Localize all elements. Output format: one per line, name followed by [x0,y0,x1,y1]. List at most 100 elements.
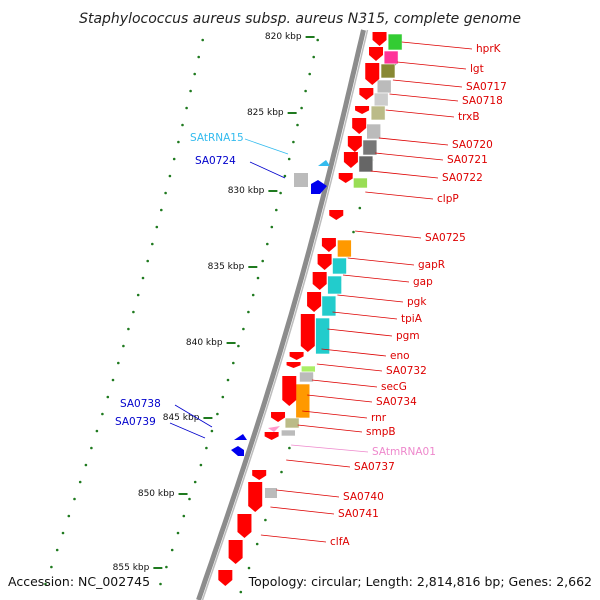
label-leader-line [260,534,327,543]
cog-bar [280,429,296,437]
gene-label-left: SA0738 [120,398,161,410]
guide-dot-outer [164,191,167,195]
guide-dot-outer [101,412,104,416]
cog-bar [337,239,352,258]
guide-dot-inner [205,446,208,450]
gene-arrow-forward [286,362,301,368]
gene-label-right: SA0721 [447,154,488,166]
label-leader-line [337,294,404,303]
guide-dot-outer [177,140,180,144]
guide-dot-inner [176,531,180,535]
gene-label-right: pgk [407,296,427,308]
label-leader-line [347,257,415,266]
gene-arrow-forward [252,470,267,480]
cog-bar [380,63,396,79]
label-leader-line [174,404,213,428]
guide-dot-outer [185,106,188,110]
guide-dot-inner [275,208,278,212]
guide-dot-inner [270,225,274,229]
guide-dot-outer [136,293,140,297]
gene-label-right: secG [381,381,407,393]
guide-dot-inner [188,497,191,501]
kbp-tick-label: 835 kbp [208,262,245,272]
guide-dot-outer [151,242,154,246]
kbp-tick-label: 845 kbp [163,413,200,423]
grey-gene-block [265,488,277,498]
guide-dot-inner [287,157,291,161]
gene-arrow-forward [289,352,304,360]
guide-dot-inner [165,565,168,569]
guide-dot-outer [160,208,163,212]
kbp-tick-label: 825 kbp [247,108,284,118]
gene-arrow-forward [228,540,243,564]
label-leader-line [270,506,335,515]
guide-dot-inner [247,310,250,314]
label-leader-line [321,348,387,357]
kbp-tick-label: 820 kbp [265,32,302,42]
guide-dot-outer [193,72,196,76]
guide-dot-right [264,518,267,522]
accession-text: Accession: NC_002745 [8,574,150,589]
guide-dot-outer [189,89,192,93]
cog-bar [387,33,403,51]
gene-arrow-forward [369,47,384,61]
kbp-tick-label: 850 kbp [138,489,175,499]
guide-dot-inner [216,412,219,416]
label-leader-line [291,444,369,453]
guide-dot-outer [50,565,53,569]
gene-label-right: SA0725 [425,232,466,244]
gene-arrow-reverse [311,180,327,194]
guide-dot-inner [316,38,320,42]
label-leader-line [342,274,410,283]
gene-label-right: rnr [371,412,387,424]
guide-dot-outer [117,361,120,365]
guide-dot-inner [226,378,230,382]
gene-label-right: SA0722 [442,172,483,184]
gene-label-right: SA0717 [466,81,507,93]
gene-label-right: SA0718 [462,95,503,107]
guide-dot-inner [292,140,295,144]
gene-label-right: SA0737 [354,461,395,473]
guide-dot-outer [67,514,71,518]
gene-arrows [218,32,387,586]
label-leader-line [370,170,439,179]
label-leader-line [401,41,473,50]
guide-dot-inner [261,259,265,263]
cog-category-bars [280,33,403,437]
guide-dot-right [352,230,355,234]
gene-arrow-forward [317,254,332,270]
guide-dot-outer [122,344,125,348]
cog-bar [383,50,399,65]
gene-arrow-forward [312,272,327,290]
guide-dot-outer [172,157,176,161]
cog-bar [332,257,347,275]
cog-bar [366,123,382,140]
gene-arrow-forward [218,570,233,586]
label-leader-line [307,394,373,403]
guide-dot-inner [232,361,235,365]
guide-dot-right [288,446,291,450]
guide-dot-inner [193,480,197,484]
guide-dot-inner [237,344,240,348]
gene-arrow-forward [300,314,315,352]
guide-dot-inner [266,242,269,246]
cog-bar [376,79,392,94]
guide-dot-inner [312,55,316,59]
label-leader-line [286,459,351,468]
trna-feature [318,160,330,166]
guide-dot-inner [159,582,162,586]
gene-arrow-forward [271,412,286,422]
gene-label-right: SA0741 [338,508,379,520]
gene-arrow-forward [237,514,252,538]
guide-dot-inner [300,106,303,110]
guide-dot-inner [256,276,260,280]
gene-arrow-forward [359,88,374,100]
tmrna-feature [268,426,280,432]
label-leader-line [169,422,206,439]
gene-label-right: gap [413,276,433,288]
gene-label-right: clpP [437,193,459,205]
gene-label-right: SA0740 [343,491,384,503]
cog-bar [299,371,314,383]
guide-dot-outer [61,531,65,535]
